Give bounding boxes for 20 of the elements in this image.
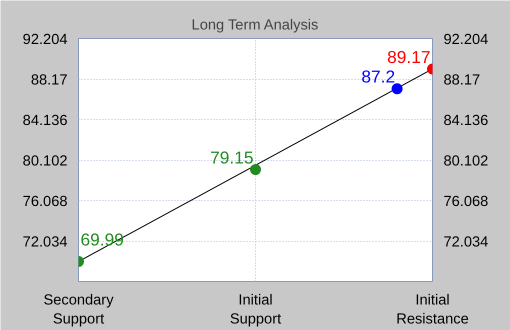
y-tick-label: 72.034 [22,234,68,250]
y-tick-label: 76.068 [22,194,68,210]
y-tick-label: 84.136 [22,113,68,129]
y-tick-label: 80.102 [22,154,68,170]
x-tick-label: Secondary Support [43,292,114,328]
y-tick-label: 92.204 [22,32,68,48]
data-label: 87.2 [361,66,396,87]
y2-tick-label: 72.034 [444,234,488,250]
x-tick-label: Initial Resistance [396,292,469,328]
y-tick-label: 88.17 [30,72,68,88]
data-label: 79.15 [210,148,254,168]
x-tick-label: Initial Support [230,292,282,328]
y2-tick-label: 84.136 [444,113,488,129]
data-label: 69.99 [80,230,124,250]
data-label: 89.17 [387,46,431,67]
y2-tick-label: 92.204 [444,32,488,48]
y2-tick-label: 76.068 [444,194,488,210]
chart-title: Long Term Analysis [192,18,318,34]
y2-tick-label: 80.102 [444,154,488,170]
y2-tick-label: 88.17 [444,72,480,88]
